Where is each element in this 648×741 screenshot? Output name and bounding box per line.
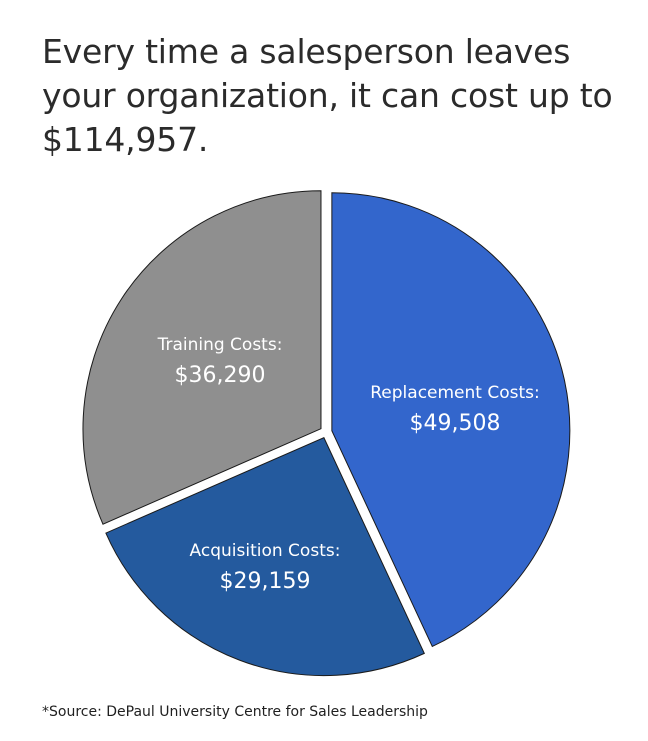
pie-chart: Replacement Costs: $49,508 Acquisition Cos…: [0, 170, 648, 690]
chart-title: Every time a salesperson leaves your org…: [42, 32, 613, 159]
training-costs-label: Training Costs:: [157, 335, 283, 355]
replacement-costs-value: $49,508: [410, 411, 501, 436]
training-costs-value: $36,290: [175, 363, 266, 388]
pie-chart-svg: Replacement Costs: $49,508 Acquisition Cos…: [82, 190, 571, 677]
pie-slice-replacement-costs: [331, 192, 571, 648]
acquisition-costs-label: Acquisition Costs:: [190, 541, 341, 561]
pie-slice-acquisition-costs: [105, 436, 425, 677]
pie-slice-training-costs: [82, 190, 322, 525]
acquisition-costs-value: $29,159: [220, 569, 311, 594]
source-note: *Source: DePaul University Centre for Sa…: [42, 704, 428, 720]
replacement-costs-label: Replacement Costs:: [370, 383, 540, 403]
